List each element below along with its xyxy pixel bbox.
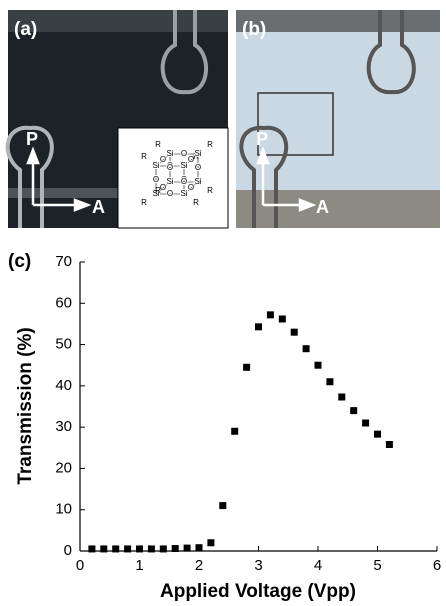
point: [291, 329, 298, 336]
x-tick-label: 2: [195, 557, 203, 574]
photo-b-band: [236, 190, 440, 228]
point: [279, 315, 286, 322]
point: [243, 364, 250, 371]
y-axis-label: Transmission (%): [15, 327, 36, 484]
point: [207, 539, 214, 546]
atom-label: R: [141, 152, 147, 161]
x-tick-label: 5: [373, 557, 381, 574]
atom-label: R: [155, 140, 161, 149]
point: [303, 345, 310, 352]
atom-label: Si: [166, 177, 173, 186]
analyzer-label: A: [92, 197, 105, 217]
x-tick-label: 0: [76, 557, 84, 574]
point: [184, 545, 191, 552]
point: [315, 362, 322, 369]
atom-label: O: [153, 175, 159, 184]
atom-label: O: [195, 163, 201, 172]
x-axis-label: Applied Voltage (Vpp): [160, 581, 356, 602]
x-tick-label: 6: [433, 557, 441, 574]
panel-label: (b): [242, 19, 266, 40]
atom-label: O: [181, 149, 187, 158]
point: [338, 394, 345, 401]
y-tick-label: 50: [55, 336, 72, 353]
point: [374, 431, 381, 438]
point: [362, 420, 369, 427]
point: [112, 545, 119, 552]
y-tick-label: 60: [55, 294, 72, 311]
atom-label: Si: [180, 161, 187, 170]
x-tick-label: 4: [314, 557, 322, 574]
atom-label: Si: [194, 177, 201, 186]
atom-label: O: [167, 189, 173, 198]
polarizer-label: P: [26, 129, 38, 149]
atom-label: O: [181, 177, 187, 186]
point: [255, 323, 262, 330]
atom-label: R: [141, 198, 147, 207]
photo-b-band: [236, 10, 440, 32]
point: [326, 378, 333, 385]
figure: (a) (b) P A P A (c) Applied Voltage (Vpp…: [0, 0, 446, 606]
point: [160, 545, 167, 552]
atom-label: Si: [152, 161, 159, 170]
panel-label: (a): [14, 19, 37, 40]
atom-label: O: [188, 183, 194, 192]
atom-label: R: [207, 186, 213, 195]
x-tick-label: 1: [135, 557, 143, 574]
atom-label: Si: [180, 189, 187, 198]
point: [386, 441, 393, 448]
point: [219, 502, 226, 509]
atom-label: R: [207, 140, 213, 149]
point: [88, 545, 95, 552]
y-tick-label: 30: [55, 418, 72, 435]
atom-label: R: [155, 186, 161, 195]
y-tick-label: 20: [55, 459, 72, 476]
point: [124, 545, 131, 552]
polarizer-label: P: [256, 129, 268, 149]
point: [136, 545, 143, 552]
y-tick-label: 40: [55, 377, 72, 394]
atom-label: Si: [166, 149, 173, 158]
point: [231, 428, 238, 435]
panel-label: (c): [8, 251, 31, 272]
y-tick-label: 70: [55, 253, 72, 270]
y-tick-label: 0: [64, 542, 72, 559]
atom-label: O: [160, 155, 166, 164]
point: [350, 407, 357, 414]
point: [172, 545, 179, 552]
point: [196, 544, 203, 551]
atom-label: R: [193, 198, 199, 207]
point: [148, 545, 155, 552]
atom-label: Si: [194, 149, 201, 158]
point: [100, 545, 107, 552]
point: [267, 311, 274, 318]
analyzer-label: A: [316, 197, 329, 217]
x-tick-label: 3: [254, 557, 262, 574]
y-tick-label: 10: [55, 501, 72, 518]
atom-label: O: [167, 163, 173, 172]
